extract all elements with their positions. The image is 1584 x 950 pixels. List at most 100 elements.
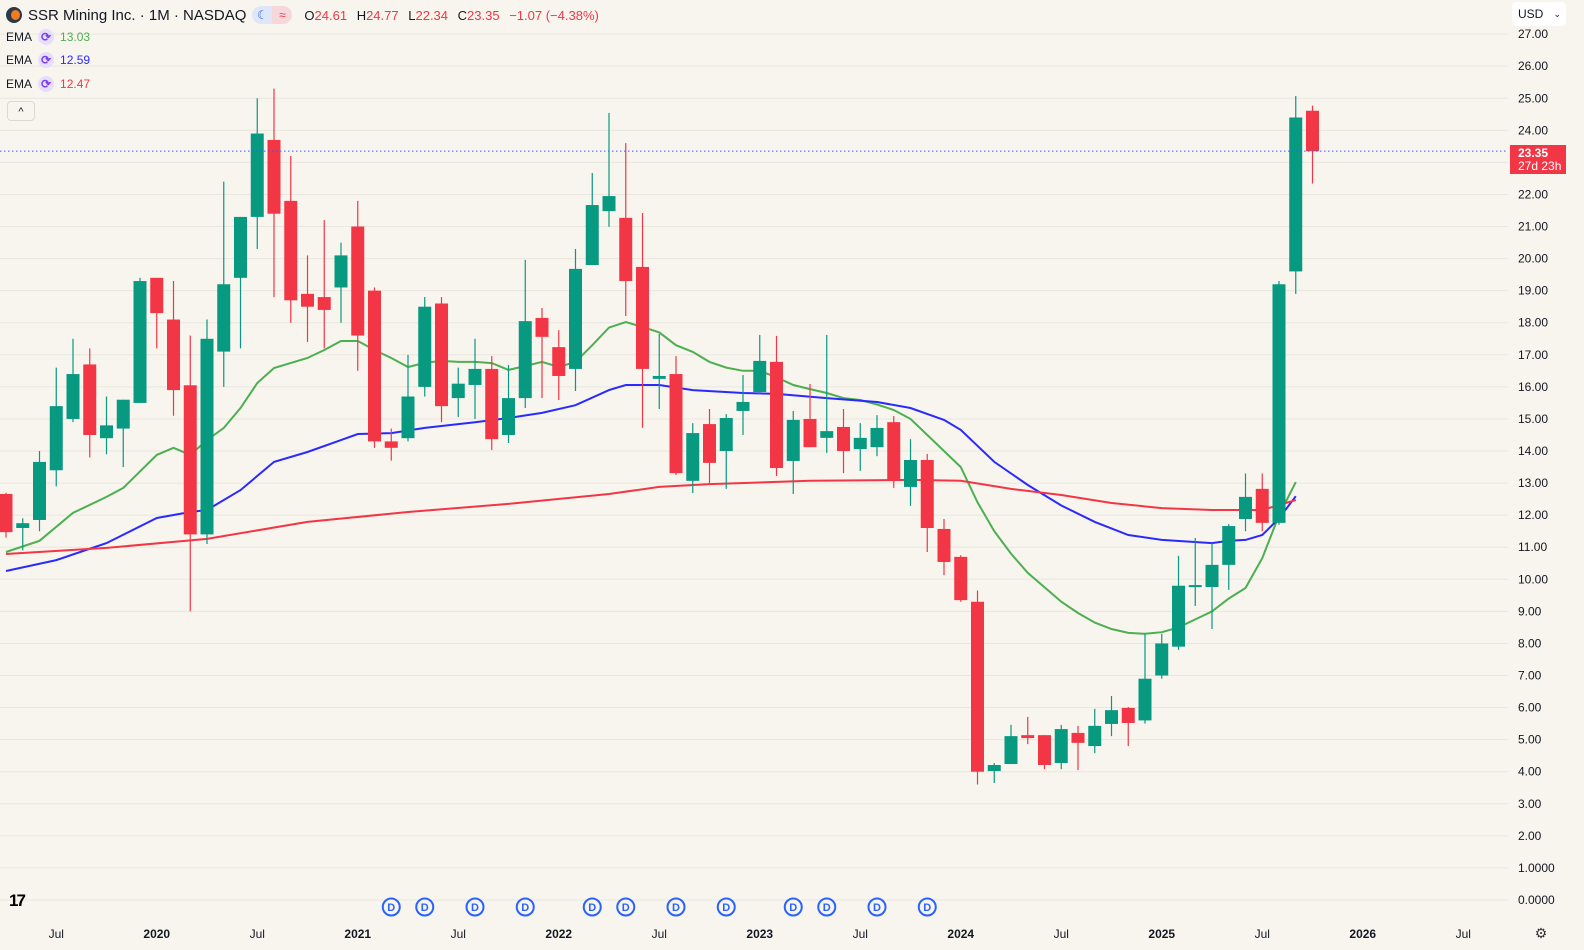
candle	[1272, 281, 1286, 525]
candle	[284, 155, 298, 323]
collapse-legend-button[interactable]: ^	[7, 101, 35, 121]
candle	[401, 354, 415, 442]
dividend-icon	[716, 897, 736, 917]
time-tick-label: 2021	[344, 927, 371, 941]
candle	[1222, 524, 1236, 590]
candle-body	[1272, 284, 1286, 523]
candle-body	[719, 417, 733, 452]
ema-line-2	[5, 384, 1297, 572]
indicator-ema-1[interactable]: EMA ⟳ 13.03	[6, 25, 605, 49]
time-tick-label: Jul	[1255, 927, 1270, 941]
candle-body	[703, 424, 716, 463]
symbol-title[interactable]: SSR Mining Inc. · 1M · NASDAQ	[28, 6, 247, 24]
dividend-marker[interactable]: D	[867, 897, 887, 917]
session-pill[interactable]: ☾ ≈	[252, 6, 293, 24]
dividend-icon	[817, 897, 837, 917]
price-tick-label: 18.00	[1518, 316, 1548, 330]
candle	[1021, 716, 1035, 745]
candle	[250, 98, 264, 249]
candle-body	[0, 493, 13, 533]
candle	[100, 396, 113, 455]
indicator-ema-2[interactable]: EMA ⟳ 12.59	[6, 49, 605, 73]
candle-body	[1205, 564, 1219, 587]
candle-body	[351, 226, 365, 336]
last-price-value: 23.35	[1518, 146, 1549, 160]
time-axis[interactable]: Jul 2020 Jul 2021 Jul 2022 Jul 2023 Jul 2024 Jul 20…	[49, 927, 1471, 941]
dividend-label: D	[873, 902, 881, 914]
dividend-marker[interactable]: D	[582, 897, 602, 917]
candle-body	[1021, 735, 1035, 739]
dividend-marker[interactable]: D	[666, 897, 686, 917]
candle-body	[183, 385, 197, 535]
price-tick-label: 25.00	[1518, 91, 1548, 105]
price-tick-label: 5.00	[1518, 733, 1542, 747]
candle	[652, 333, 666, 410]
candle-body	[250, 133, 264, 217]
candle-body	[317, 297, 331, 310]
settings-icon[interactable]: ⚙	[1534, 925, 1548, 941]
ohlc-values: O24.61 H24.77 L22.34 C23.35 −1.07 (−4.38…	[304, 8, 604, 23]
candle-body	[384, 441, 398, 448]
indicator-value: 12.59	[60, 53, 91, 68]
wave-icon[interactable]: ≈	[272, 6, 293, 24]
dividend-marker[interactable]: D	[616, 897, 636, 917]
time-tick-label: Jul	[853, 927, 868, 941]
candle-body	[1255, 488, 1269, 523]
dividend-label: D	[923, 902, 931, 914]
price-axis[interactable]: 27.00 26.00 25.00 24.00 22.00 21.00 20.00 19.00…	[1518, 27, 1555, 907]
time-tick-label: Jul	[49, 927, 64, 941]
candle-body	[987, 764, 1001, 772]
price-tick-label: 15.00	[1518, 412, 1548, 426]
dividend-icon	[783, 897, 803, 917]
dividend-label: D	[421, 902, 429, 914]
candle	[518, 259, 532, 409]
dividend-label: D	[588, 902, 596, 914]
candle-body	[1155, 643, 1169, 676]
candle-body	[1172, 585, 1185, 647]
time-tick-label: Jul	[250, 927, 265, 941]
indicator-ema-3[interactable]: EMA ⟳ 12.47	[6, 72, 605, 96]
dividend-marker[interactable]: D	[783, 897, 803, 917]
moon-icon[interactable]: ☾	[252, 6, 273, 24]
candle	[820, 334, 834, 453]
candle-body	[803, 418, 817, 448]
dividend-label: D	[622, 902, 630, 914]
dividend-marker[interactable]: D	[515, 897, 535, 917]
indicator-value: 13.03	[60, 29, 91, 44]
candle-body	[535, 317, 549, 337]
candle	[1038, 735, 1051, 770]
candle-body	[435, 303, 448, 407]
currency-select[interactable]: USD ⌄	[1512, 2, 1566, 26]
dividend-icon	[415, 897, 435, 917]
dividend-marker[interactable]: D	[817, 897, 837, 917]
dividend-marker[interactable]: D	[381, 897, 401, 917]
candle	[585, 172, 599, 266]
refresh-icon[interactable]: ⟳	[38, 28, 55, 45]
candle	[719, 414, 733, 489]
tradingview-logo[interactable]: 17	[9, 891, 26, 910]
dividend-marker[interactable]: D	[465, 897, 485, 917]
dividend-icon	[616, 897, 636, 917]
low-value: 22.34	[415, 7, 449, 23]
price-tick-label: 16.00	[1518, 380, 1548, 394]
price-tick-label: 6.00	[1518, 701, 1542, 715]
candle-body	[485, 368, 499, 440]
refresh-icon[interactable]: ⟳	[38, 75, 55, 92]
candle	[418, 297, 432, 397]
candle-body	[1054, 729, 1068, 764]
price-tick-label: 12.00	[1518, 508, 1548, 522]
price-tick-label: 2.00	[1518, 829, 1542, 843]
candle-body	[1239, 496, 1252, 520]
candle-body	[686, 433, 700, 481]
dividend-marker[interactable]: D	[716, 897, 736, 917]
dividend-marker[interactable]: D	[415, 897, 435, 917]
candle	[351, 200, 365, 371]
ema-line-3	[5, 478, 1297, 555]
candle-body	[736, 401, 750, 411]
candle	[1088, 708, 1102, 754]
refresh-icon[interactable]: ⟳	[38, 52, 55, 69]
dividend-marker[interactable]: D	[917, 897, 937, 917]
time-tick-label: 2026	[1349, 927, 1376, 941]
candle-body	[904, 459, 917, 487]
